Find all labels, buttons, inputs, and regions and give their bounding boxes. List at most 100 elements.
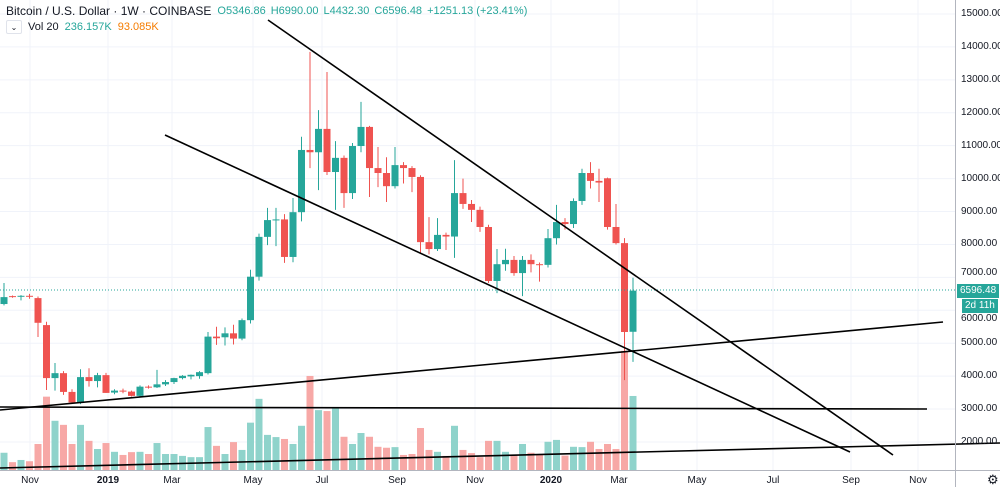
volume-bar: [43, 396, 50, 470]
volume-bar: [77, 424, 84, 470]
candle: [77, 369, 84, 405]
candle: [162, 380, 169, 386]
candle-body: [187, 374, 195, 377]
candle: [128, 390, 135, 397]
candle: [264, 207, 271, 246]
volume-bar: [281, 438, 288, 470]
trend-line[interactable]: [0, 321, 944, 411]
price-tick-label: 15000.00: [961, 8, 1000, 19]
volume-bar: [527, 452, 535, 470]
candle-body: [349, 146, 356, 194]
candle: [119, 388, 127, 394]
candle-body: [510, 259, 518, 274]
volume-bar: [289, 443, 297, 470]
candle-body: [570, 200, 577, 225]
price-tick-label: 2000.00: [961, 435, 998, 447]
price-tick-label: 8000.00: [961, 238, 998, 250]
candle-body: [374, 168, 382, 174]
volume-bar: [145, 454, 152, 470]
grid-lines: [0, 0, 955, 470]
volume-bar: [519, 443, 526, 470]
volume-bar: [459, 449, 467, 470]
volume-bar: [153, 443, 161, 470]
volume-bar: [102, 443, 110, 470]
trend-lines[interactable]: [0, 19, 1000, 469]
candle-body: [468, 203, 475, 210]
candle-body: [145, 386, 152, 388]
candle-body: [264, 220, 271, 237]
volume-bar: [425, 449, 433, 470]
volume-bar: [349, 443, 356, 470]
candle: [213, 326, 220, 345]
volume-bar: [9, 462, 16, 470]
trend-line[interactable]: [267, 19, 894, 456]
candle-body: [621, 243, 628, 333]
candle: [306, 51, 314, 169]
candle: [255, 233, 263, 281]
candle: [629, 277, 637, 362]
candle-body: [196, 372, 203, 377]
candle: [400, 162, 407, 184]
candle: [136, 385, 144, 397]
volume-bar: [570, 446, 577, 470]
trend-line[interactable]: [164, 134, 851, 453]
candle: [561, 218, 569, 230]
trend-line[interactable]: [0, 406, 928, 410]
candle-body: [119, 390, 127, 392]
volume-bar: [357, 433, 365, 470]
candle: [289, 198, 297, 263]
candle-body: [493, 264, 501, 281]
time-tick-label: Mar: [163, 475, 181, 486]
candle-body: [272, 219, 280, 221]
time-tick-label: 2020: [539, 475, 563, 486]
candle-body: [9, 296, 16, 298]
candle-body: [298, 149, 305, 213]
candle-body: [111, 390, 118, 393]
price-tick-label: 13000.00: [961, 73, 1000, 85]
price-tick-label: 11000.00: [961, 139, 1000, 151]
chevron-down-icon[interactable]: ⌄: [6, 20, 22, 34]
volume-bar: [536, 454, 543, 470]
time-tick-label: Sep: [842, 475, 860, 486]
candle-body: [366, 126, 373, 169]
trend-line[interactable]: [0, 442, 1000, 469]
candle-body: [94, 375, 101, 382]
candle-body: [102, 375, 110, 393]
low-value: L4432.30: [323, 5, 370, 17]
candle-body: [315, 128, 322, 153]
candle: [604, 177, 611, 230]
candle: [374, 146, 382, 188]
current-price-label: 6596.48: [957, 284, 1000, 298]
time-tick-label: Nov: [21, 475, 39, 486]
volume-bar: [408, 454, 416, 470]
candle: [170, 377, 178, 385]
time-tick-label: Mar: [610, 475, 628, 486]
candle-body: [629, 290, 637, 332]
candle: [493, 249, 501, 294]
candle: [425, 217, 433, 255]
gear-icon[interactable]: ⚙: [987, 472, 999, 487]
volume-bar: [629, 395, 637, 470]
volume-bar: [247, 422, 254, 470]
candle-body: [612, 226, 620, 244]
time-tick-label: May: [687, 475, 707, 486]
volume-bar: [340, 436, 348, 470]
time-tick-label: Nov: [466, 475, 484, 486]
candle: [204, 332, 212, 375]
candle: [298, 136, 305, 222]
candle: [94, 372, 101, 388]
candle: [408, 166, 416, 193]
symbol-title[interactable]: Bitcoin / U.S. Dollar · 1W · COINBASE: [6, 4, 212, 18]
candle-body: [391, 165, 399, 187]
volume-bar: [587, 441, 594, 470]
candle: [595, 168, 603, 202]
candle: [544, 228, 552, 268]
volume-bar: [94, 448, 101, 470]
volume-value: 236.157K: [64, 20, 112, 33]
volume-bar: [204, 427, 212, 470]
candle-body: [383, 173, 390, 187]
candle: [247, 269, 254, 324]
price-tick-label: 9000.00: [961, 205, 998, 217]
candle-body: [527, 259, 535, 265]
